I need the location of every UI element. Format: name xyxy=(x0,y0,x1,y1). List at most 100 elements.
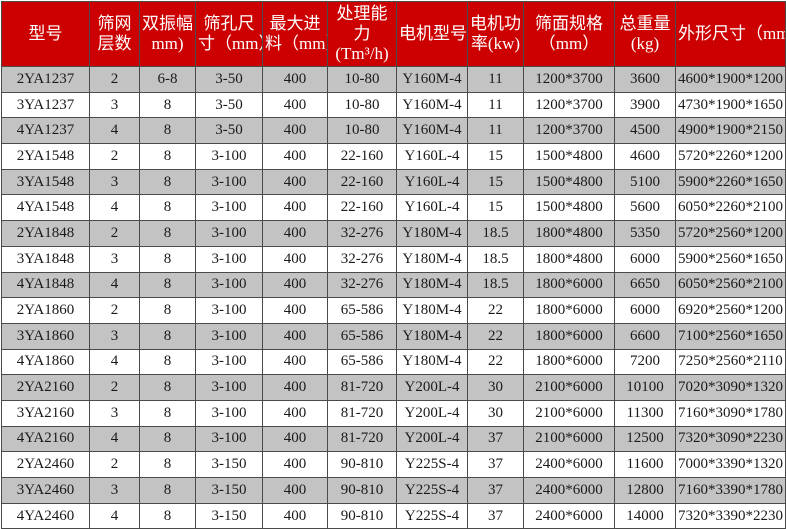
cell-layers: 4 xyxy=(89,271,140,299)
cell-model: 3YA1548 xyxy=(1,168,90,196)
cell-motor_model: Y160M-4 xyxy=(396,117,468,145)
cell-motor_model: Y160M-4 xyxy=(396,91,468,119)
cell-screen_size: 1800*4800 xyxy=(523,220,615,247)
cell-capacity: 90-810 xyxy=(327,477,397,504)
cell-motor_power: 18.5 xyxy=(467,271,524,299)
cell-screen_size: 1500*4800 xyxy=(523,143,615,170)
cell-motor_power: 30 xyxy=(467,374,524,401)
cell-aperture: 3-100 xyxy=(195,245,263,273)
cell-dimensions: 4730*1900*1650 xyxy=(675,91,786,119)
table-row: 4YA2160 4 8 3-100 400 81-720 Y200L-4 37 2100*600… xyxy=(1,425,786,453)
cell-total_weight: 4500 xyxy=(614,117,676,145)
cell-motor_model: Y160M-4 xyxy=(396,66,468,93)
column-header-line: 层数 xyxy=(97,34,132,53)
cell-max_feed: 400 xyxy=(262,322,328,350)
cell-layers: 3 xyxy=(89,168,140,196)
cell-max_feed: 400 xyxy=(262,66,328,93)
cell-motor_power: 22 xyxy=(467,297,524,324)
column-header-dimensions: 外形尺寸（mm） xyxy=(675,1,786,67)
cell-model: 4YA1237 xyxy=(1,117,90,145)
cell-model: 4YA2460 xyxy=(1,502,90,529)
cell-aperture: 3-150 xyxy=(195,502,263,529)
cell-model: 4YA1548 xyxy=(1,194,90,222)
column-header-screen_size: 筛面规格 （mm） xyxy=(523,1,615,67)
cell-layers: 2 xyxy=(89,374,140,401)
cell-layers: 4 xyxy=(89,348,140,376)
cell-layers: 2 xyxy=(89,451,140,478)
table-row: 3YA1848 3 8 3-100 400 32-276 Y180M-4 18.5 1800*4… xyxy=(1,245,786,273)
cell-screen_size: 1800*6000 xyxy=(523,322,615,350)
cell-motor_power: 37 xyxy=(467,425,524,453)
column-header-line: mm) xyxy=(151,34,184,53)
cell-capacity: 22-160 xyxy=(327,194,397,222)
cell-dimensions: 5720*2260*1200 xyxy=(675,143,786,170)
cell-motor_power: 22 xyxy=(467,348,524,376)
table-row: 4YA2460 4 8 3-150 400 90-810 Y225S-4 37 2400*600… xyxy=(1,502,786,529)
cell-capacity: 81-720 xyxy=(327,425,397,453)
table-row: 2YA2160 2 8 3-100 400 81-720 Y200L-4 30 2100*600… xyxy=(1,374,786,401)
column-header-line: (kg) xyxy=(630,34,660,53)
table-row: 2YA1860 2 8 3-100 400 65-586 Y180M-4 22 1800*600… xyxy=(1,297,786,324)
column-header-line: 电机功 xyxy=(470,13,521,33)
cell-model: 4YA1860 xyxy=(1,348,90,376)
cell-aperture: 3-100 xyxy=(195,374,263,401)
cell-capacity: 81-720 xyxy=(327,374,397,401)
cell-max_feed: 400 xyxy=(262,194,328,222)
table-row: 4YA1237 4 8 3-50 400 10-80 Y160M-4 11 1200*3700 4… xyxy=(1,117,786,145)
cell-aperture: 3-100 xyxy=(195,297,263,324)
cell-model: 2YA1237 xyxy=(1,66,90,93)
cell-amplitude: 8 xyxy=(139,194,196,222)
cell-dimensions: 5900*2260*1650 xyxy=(675,168,786,196)
cell-screen_size: 2400*6000 xyxy=(523,451,615,478)
cell-capacity: 32-276 xyxy=(327,271,397,299)
cell-layers: 4 xyxy=(89,117,140,145)
cell-aperture: 3-100 xyxy=(195,220,263,247)
cell-model: 4YA2160 xyxy=(1,425,90,453)
cell-layers: 4 xyxy=(89,194,140,222)
cell-motor_model: Y225S-4 xyxy=(396,502,468,529)
table-header: 型号筛网层数双振幅mm)筛孔尺寸（mm）最大进料（mm）处理能力(Tm³/h)电… xyxy=(1,1,786,67)
cell-max_feed: 400 xyxy=(262,425,328,453)
cell-max_feed: 400 xyxy=(262,399,328,427)
cell-screen_size: 1200*3700 xyxy=(523,117,615,145)
cell-capacity: 90-810 xyxy=(327,502,397,529)
cell-motor_model: Y160L-4 xyxy=(396,194,468,222)
column-header-line: 型号 xyxy=(28,23,63,43)
cell-layers: 3 xyxy=(89,91,140,119)
cell-amplitude: 8 xyxy=(139,271,196,299)
cell-motor_power: 37 xyxy=(467,451,524,478)
cell-motor_model: Y160L-4 xyxy=(396,168,468,196)
cell-capacity: 65-586 xyxy=(327,297,397,324)
cell-motor_model: Y180M-4 xyxy=(396,297,468,324)
cell-motor_power: 37 xyxy=(467,477,524,504)
cell-dimensions: 4600*1900*1200 xyxy=(675,66,786,93)
cell-total_weight: 3600 xyxy=(614,66,676,93)
cell-total_weight: 6000 xyxy=(614,245,676,273)
cell-motor_power: 30 xyxy=(467,399,524,427)
column-header-line: 筛孔尺 xyxy=(203,13,255,33)
cell-aperture: 3-100 xyxy=(195,348,263,376)
table-row: 2YA2460 2 8 3-150 400 90-810 Y225S-4 37 2400*600… xyxy=(1,451,786,478)
table-row: 3YA1860 3 8 3-100 400 65-586 Y180M-4 22 1800*600… xyxy=(1,322,786,350)
column-header-line: (Tm³/h) xyxy=(335,44,389,64)
cell-screen_size: 1800*6000 xyxy=(523,271,615,299)
cell-capacity: 32-276 xyxy=(327,220,397,247)
cell-motor_power: 15 xyxy=(467,143,524,170)
cell-motor_model: Y200L-4 xyxy=(396,399,468,427)
cell-amplitude: 8 xyxy=(139,322,196,350)
cell-amplitude: 8 xyxy=(139,245,196,273)
cell-motor_model: Y225S-4 xyxy=(396,477,468,504)
cell-total_weight: 5350 xyxy=(614,220,676,247)
column-header-line: 最大进 xyxy=(269,13,321,33)
cell-screen_size: 2100*6000 xyxy=(523,425,615,453)
cell-layers: 3 xyxy=(89,399,140,427)
cell-total_weight: 6000 xyxy=(614,297,676,324)
cell-aperture: 3-100 xyxy=(195,399,263,427)
column-header-line: 电机型号 xyxy=(399,23,467,43)
column-header-capacity: 处理能力 (Tm³/h) xyxy=(327,1,397,67)
cell-motor_power: 11 xyxy=(467,117,524,145)
cell-amplitude: 8 xyxy=(139,425,196,453)
cell-amplitude: 8 xyxy=(139,374,196,401)
